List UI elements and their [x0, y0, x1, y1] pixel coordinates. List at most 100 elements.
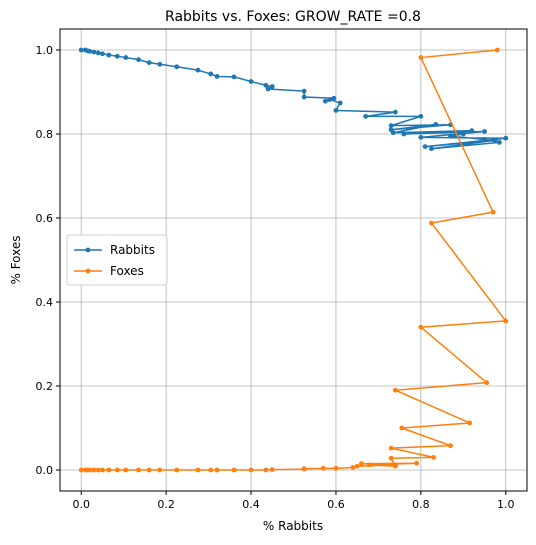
- legend-label: Foxes: [110, 264, 144, 278]
- data-point: [195, 67, 201, 73]
- data-point: [114, 467, 120, 473]
- y-tick-label: 0.2: [36, 380, 54, 393]
- data-point: [157, 467, 163, 473]
- data-point: [392, 387, 398, 393]
- data-point: [399, 425, 405, 431]
- data-point: [482, 137, 487, 142]
- data-point: [418, 324, 424, 330]
- data-point: [114, 53, 120, 59]
- x-tick-label: 0.0: [72, 498, 90, 511]
- x-axis-label: % Rabbits: [263, 519, 323, 533]
- data-point: [123, 467, 129, 473]
- data-point: [333, 108, 339, 113]
- data-point: [469, 128, 475, 134]
- data-point: [392, 463, 398, 469]
- data-point: [460, 131, 466, 137]
- y-axis-label: % Foxes: [9, 235, 23, 284]
- data-point: [484, 380, 490, 386]
- data-point: [390, 130, 396, 136]
- data-point: [78, 467, 84, 473]
- data-point: [467, 420, 473, 426]
- data-point: [100, 51, 105, 57]
- data-point: [301, 94, 307, 100]
- series-rabbits: [78, 47, 509, 152]
- data-point: [429, 146, 434, 152]
- x-tick-label: 1.0: [497, 498, 515, 511]
- data-point: [195, 467, 201, 473]
- y-tick-label: 0.0: [36, 464, 54, 477]
- legend-box: [66, 234, 168, 286]
- data-point: [123, 55, 129, 60]
- y-tick-label: 0.4: [36, 296, 54, 309]
- data-point: [388, 123, 394, 128]
- data-point: [337, 100, 343, 106]
- data-point: [269, 84, 275, 89]
- y-tick-label: 0.8: [36, 128, 54, 141]
- legend-marker: [85, 247, 91, 253]
- data-point: [91, 467, 97, 473]
- data-point: [269, 467, 275, 472]
- data-point: [429, 220, 434, 226]
- plot-area-frame: [59, 28, 528, 492]
- data-point: [136, 57, 141, 63]
- data-point: [497, 140, 502, 145]
- data-point: [331, 95, 337, 101]
- legend-item-rabbits: Rabbits: [74, 243, 155, 257]
- data-point: [208, 71, 214, 77]
- data-point: [359, 461, 364, 467]
- data-point: [367, 462, 373, 468]
- data-point: [503, 135, 509, 141]
- data-point: [208, 467, 214, 473]
- data-point: [87, 48, 93, 54]
- data-point: [392, 109, 398, 115]
- data-point: [301, 88, 307, 94]
- data-point: [422, 144, 428, 150]
- data-point: [482, 129, 487, 134]
- data-point: [146, 60, 152, 65]
- series-line-foxes: [81, 49, 507, 471]
- data-point: [401, 131, 407, 137]
- data-point: [350, 465, 356, 470]
- data-point: [448, 443, 453, 449]
- data-point: [363, 113, 369, 119]
- data-point: [431, 455, 436, 460]
- data-point: [136, 467, 141, 473]
- chart-title: Rabbits vs. Foxes: GROW_RATE =0.8: [165, 9, 421, 25]
- legend-item-foxes: Foxes: [74, 264, 144, 278]
- data-point: [95, 467, 101, 473]
- data-point: [95, 50, 101, 56]
- data-point: [414, 460, 420, 466]
- data-point: [263, 82, 269, 88]
- data-point: [388, 445, 394, 451]
- data-point: [78, 47, 84, 53]
- data-point: [327, 97, 332, 102]
- legend-marker: [85, 268, 91, 274]
- data-point: [494, 47, 500, 53]
- data-point: [174, 467, 180, 473]
- data-point: [146, 467, 152, 473]
- series-foxes: [78, 47, 509, 473]
- x-tick-label: 0.6: [327, 498, 345, 511]
- y-tick-label: 0.6: [36, 212, 54, 225]
- y-tick-label: 1.0: [36, 44, 54, 57]
- data-point: [333, 465, 339, 471]
- data-point: [106, 467, 112, 473]
- data-point: [492, 137, 498, 143]
- data-point: [248, 79, 254, 84]
- data-point: [214, 74, 220, 79]
- data-point: [174, 64, 180, 70]
- data-point: [265, 86, 271, 92]
- ticks: 0.0 0.2 0.4 0.6 0.8 1.0 0.0 0.2 0.4 0.6 0.8 1.0: [36, 44, 515, 511]
- legend: Rabbits Foxes: [66, 234, 168, 286]
- x-tick-label: 0.8: [412, 498, 430, 511]
- data-point: [418, 113, 424, 119]
- series-layer: [78, 47, 509, 473]
- data-point: [388, 455, 394, 461]
- data-point: [490, 209, 496, 215]
- data-point: [231, 467, 237, 473]
- data-point: [503, 318, 509, 324]
- data-point: [322, 98, 328, 104]
- data-point: [320, 465, 326, 471]
- data-point: [433, 121, 439, 127]
